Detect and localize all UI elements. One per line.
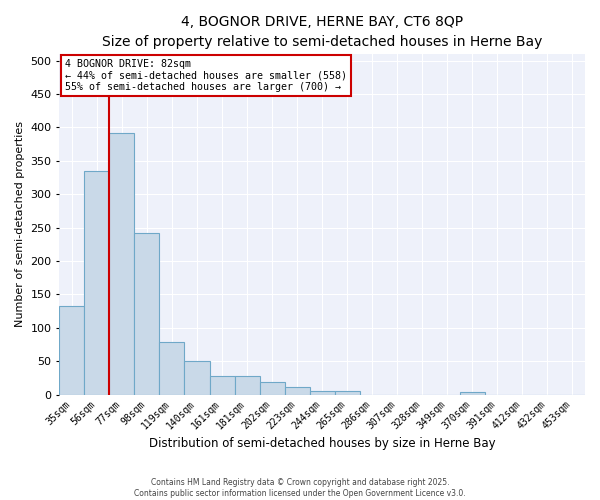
Bar [284,387,310,394]
Bar [235,376,260,394]
Bar [85,171,109,394]
Bar [134,233,160,394]
Y-axis label: Number of semi-detached properties: Number of semi-detached properties [15,121,25,327]
X-axis label: Distribution of semi-detached houses by size in Herne Bay: Distribution of semi-detached houses by … [149,437,496,450]
Text: Contains HM Land Registry data © Crown copyright and database right 2025.
Contai: Contains HM Land Registry data © Crown c… [134,478,466,498]
Bar [460,392,485,394]
Bar [160,342,184,394]
Text: 4 BOGNOR DRIVE: 82sqm
← 44% of semi-detached houses are smaller (558)
55% of sem: 4 BOGNOR DRIVE: 82sqm ← 44% of semi-deta… [65,59,347,92]
Bar [184,360,209,394]
Bar [209,376,235,394]
Bar [59,306,85,394]
Bar [335,391,360,394]
Title: 4, BOGNOR DRIVE, HERNE BAY, CT6 8QP
Size of property relative to semi-detached h: 4, BOGNOR DRIVE, HERNE BAY, CT6 8QP Size… [102,15,542,48]
Bar [109,132,134,394]
Bar [260,382,284,394]
Bar [310,391,335,394]
